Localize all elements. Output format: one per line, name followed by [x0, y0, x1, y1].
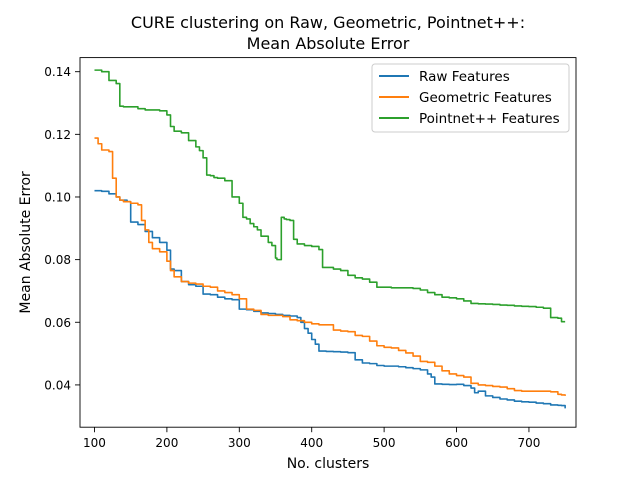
- legend-label-pointnet: Pointnet++ Features: [419, 111, 560, 127]
- y-tick-label: 0.08: [44, 253, 71, 267]
- plot-frame: [79, 57, 577, 428]
- x-tick-label: 600: [445, 436, 468, 450]
- legend-label-raw: Raw Features: [419, 69, 510, 85]
- x-axis-ticks: 100 200 300 400 500 600 700: [83, 427, 540, 450]
- y-axis-label: Mean Absolute Error: [18, 171, 34, 314]
- y-tick-label: 0.14: [44, 65, 71, 79]
- x-tick-label: 400: [300, 436, 323, 450]
- series-line-raw-features: [94, 189, 566, 409]
- x-tick-label: 200: [155, 436, 178, 450]
- series-group: [94, 69, 566, 409]
- legend-label-geometric: Geometric Features: [419, 90, 552, 106]
- legend: Raw Features Geometric Features Pointnet…: [371, 63, 570, 133]
- chart-title-line1: CURE clustering on Raw, Geometric, Point…: [131, 13, 525, 32]
- x-tick-label: 500: [373, 436, 396, 450]
- legend-frame: [371, 63, 570, 133]
- x-tick-label: 700: [517, 436, 540, 450]
- chart-title-line2: Mean Absolute Error: [247, 34, 410, 53]
- x-axis-label: No. clusters: [287, 456, 370, 472]
- x-tick-label: 100: [83, 436, 106, 450]
- series-line-pointnet-features: [94, 69, 566, 323]
- y-tick-label: 0.04: [44, 378, 71, 392]
- y-tick-label: 0.10: [44, 190, 71, 204]
- y-axis-ticks: 0.04 0.06 0.08 0.10 0.12 0.14: [44, 65, 80, 392]
- series-line-geometric-features: [94, 137, 566, 396]
- y-tick-label: 0.06: [44, 316, 71, 330]
- y-tick-label: 0.12: [44, 128, 71, 142]
- x-tick-label: 300: [228, 436, 251, 450]
